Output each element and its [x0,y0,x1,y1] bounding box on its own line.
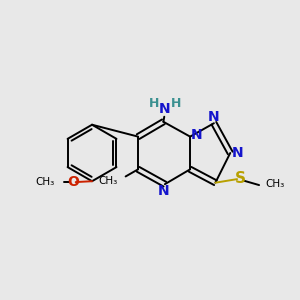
Text: N: N [191,128,203,142]
Text: N: N [232,146,244,160]
Text: O: O [67,175,79,189]
Text: N: N [159,102,171,116]
Text: H: H [171,97,181,110]
Text: H: H [148,97,159,110]
Text: N: N [208,110,220,124]
Text: S: S [235,171,246,186]
Text: N: N [158,184,169,198]
Text: CH₃: CH₃ [98,176,117,186]
Text: CH₃: CH₃ [36,176,55,187]
Text: CH₃: CH₃ [266,179,285,190]
